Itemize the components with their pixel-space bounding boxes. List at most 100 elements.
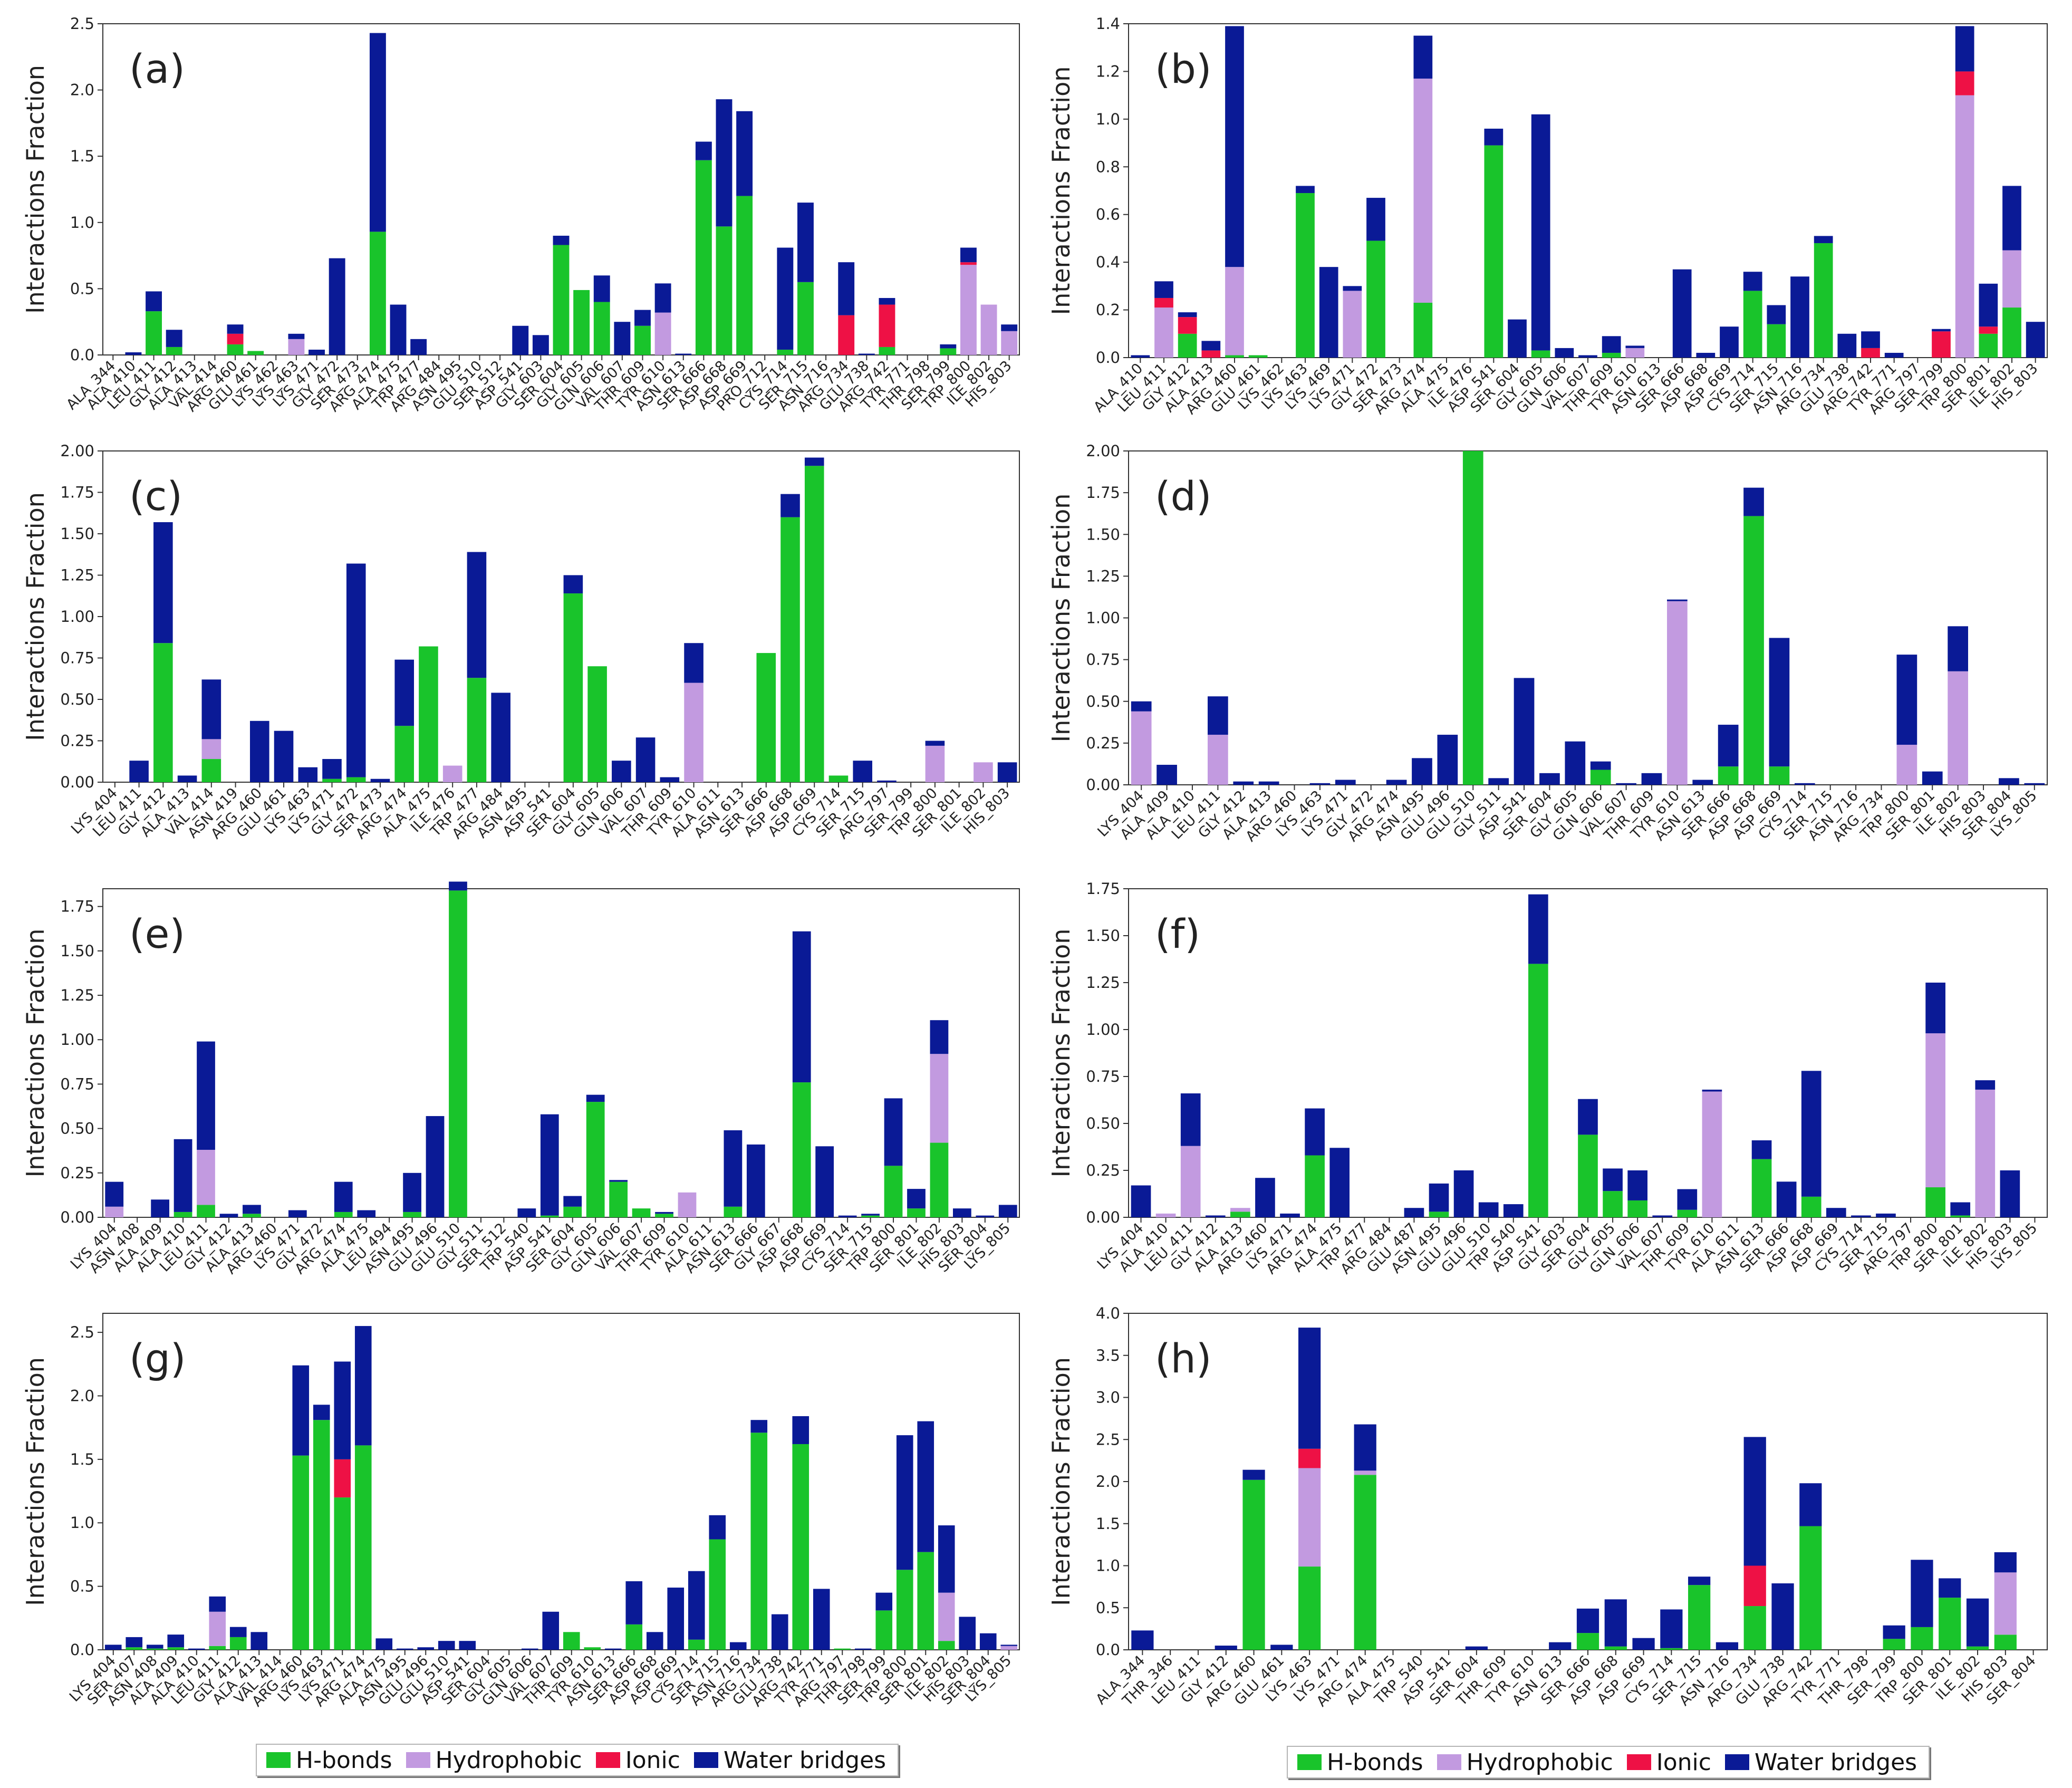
- y-tick-label-h-7: 3.5: [1096, 1347, 1120, 1364]
- bar-b-his_803-water-bridges: [2026, 322, 2045, 358]
- legend-label-hydrophobic: Hydrophobic: [1466, 1748, 1613, 1776]
- bar-h-ala_344-water-bridges: [1131, 1630, 1154, 1650]
- bar-b-ala_410-water-bridges: [1131, 355, 1150, 358]
- bar-a-arg_460-ionic: [227, 333, 244, 344]
- bar-f-asn_495-h-bonds: [1429, 1212, 1449, 1217]
- y-axis-label-d: Interactions Fraction: [1047, 494, 1075, 743]
- bar-e-trp_540-water-bridges: [517, 1208, 536, 1217]
- y-tick-label-b-0: 0.0: [1096, 349, 1120, 367]
- bar-b-ile_802-water-bridges: [2002, 186, 2021, 251]
- bar-f-gly_605-water-bridges: [1603, 1168, 1623, 1191]
- y-tick-label-f-7: 1.75: [1086, 880, 1120, 898]
- bar-e-ala_409-water-bridges: [151, 1199, 170, 1217]
- bar-a-lys_463-water-bridges: [288, 333, 305, 339]
- y-axis-label-e: Interactions Fraction: [21, 929, 50, 1178]
- bar-b-tyr_610-hydrophobic: [1625, 348, 1645, 358]
- legend-swatch-h-bonds: [1297, 1754, 1322, 1770]
- bar-h-asn_613-water-bridges: [1549, 1642, 1572, 1650]
- bar-a-asp_668-water-bridges: [716, 99, 733, 227]
- y-tick-label-b-3: 0.6: [1096, 206, 1120, 224]
- bar-c-arg_484-water-bridges: [491, 693, 510, 782]
- bar-f-tyr_610-water-bridges: [1702, 1089, 1722, 1092]
- bar-c-cys_714-h-bonds: [828, 775, 849, 782]
- bar-h-his_803-h-bonds: [1994, 1635, 2017, 1650]
- bar-h-asn_716-water-bridges: [1716, 1642, 1739, 1650]
- y-tick-label-b-1: 0.2: [1096, 301, 1120, 319]
- bar-b-cys_714-h-bonds: [1743, 291, 1762, 358]
- bar-g-lys_471-h-bonds: [334, 1497, 351, 1650]
- bar-b-asp_541-water-bridges: [1484, 128, 1504, 146]
- bar-a-arg_474-water-bridges: [369, 33, 386, 232]
- bar-h-asp_669-water-bridges: [1632, 1638, 1655, 1650]
- bar-f-cys_714-water-bridges: [1851, 1215, 1871, 1217]
- bar-d-asp_541-water-bridges: [1514, 678, 1535, 785]
- bar-e-ile_802-h-bonds: [930, 1142, 949, 1217]
- bar-a-tyr_610-hydrophobic: [654, 312, 671, 355]
- bar-h-arg_460-h-bonds: [1242, 1479, 1265, 1650]
- plot-frame-e: [102, 888, 1020, 1218]
- bar-b-lys_471-water-bridges: [1343, 286, 1362, 291]
- bar-b-asn_716-water-bridges: [1790, 276, 1809, 358]
- bar-f-lys_471-water-bridges: [1280, 1213, 1300, 1217]
- bar-e-tyr_610-hydrophobic: [678, 1192, 697, 1217]
- bar-d-ile_802-water-bridges: [1948, 626, 1968, 671]
- bar-f-ile_802-water-bridges: [1975, 1080, 1996, 1090]
- bar-f-asp_541-h-bonds: [1528, 964, 1548, 1217]
- bar-b-lys_471-hydrophobic: [1343, 291, 1362, 358]
- y-tick-label-f-4: 1.00: [1086, 1021, 1120, 1039]
- bar-h-arg_734-h-bonds: [1743, 1606, 1766, 1650]
- bar-e-trp_800-h-bonds: [884, 1166, 903, 1217]
- bar-b-gly_412-water-bridges: [1178, 312, 1197, 318]
- y-tick-label-b-4: 0.8: [1096, 158, 1120, 176]
- panel-d: 0.00 0.25 0.50 0.75 1.00 1.25 1.50 1.75 2.00 Inte…: [1047, 442, 2048, 845]
- bar-e-gly_412-water-bridges: [219, 1214, 238, 1217]
- y-tick-label-d-7: 1.75: [1086, 484, 1120, 502]
- bar-e-asp_668-h-bonds: [792, 1082, 811, 1217]
- bar-e-lys_471-water-bridges: [288, 1210, 307, 1217]
- bar-a-arg_742-h-bonds: [879, 347, 895, 355]
- bar-e-ser_801-water-bridges: [907, 1189, 926, 1209]
- bar-c-lys_463-water-bridges: [298, 767, 318, 782]
- bar-f-asp_669-water-bridges: [1826, 1208, 1846, 1217]
- y-tick-label-d-5: 1.25: [1086, 567, 1120, 585]
- bar-d-gln_606-water-bridges: [1590, 761, 1611, 770]
- bar-c-ser_666-h-bonds: [756, 653, 776, 782]
- bar-f-ala_410-hydrophobic: [1155, 1213, 1176, 1217]
- bar-e-ser_666-water-bridges: [746, 1144, 765, 1217]
- bar-d-glu_510-h-bonds: [1462, 451, 1483, 785]
- legend-swatch-water-bridges: [1724, 1754, 1749, 1770]
- legend-left: H-bonds Hydrophobic Ionic Water bridges: [256, 1744, 899, 1776]
- bar-e-gly_605-h-bonds: [586, 1102, 605, 1217]
- bar-a-arg_734-water-bridges: [838, 262, 855, 315]
- bar-g-glu_496-water-bridges: [417, 1647, 435, 1650]
- legend-swatch-ionic: [595, 1752, 620, 1768]
- bar-b-ile_802-h-bonds: [2002, 307, 2021, 358]
- bar-f-thr_609-water-bridges: [1677, 1189, 1698, 1210]
- bar-a-glu_461-h-bonds: [247, 351, 264, 355]
- y-axis-label-c: Interactions Fraction: [21, 492, 50, 741]
- bar-g-asp_669-water-bridges: [667, 1588, 685, 1650]
- bar-c-ile_476-hydrophobic: [442, 765, 462, 782]
- y-tick-label-e-7: 1.75: [60, 898, 94, 916]
- bar-a-gln_606-h-bonds: [593, 302, 610, 355]
- bar-e-asn_613-water-bridges: [724, 1130, 743, 1207]
- bar-d-ile_802-hydrophobic: [1948, 671, 1968, 785]
- bar-g-arg_797-h-bonds: [834, 1648, 851, 1650]
- y-tick-label-e-1: 0.25: [60, 1164, 94, 1182]
- bar-a-ser_715-h-bonds: [797, 282, 814, 355]
- legend-label-h-bonds: H-bonds: [1327, 1748, 1423, 1776]
- bar-a-ser_799-h-bonds: [940, 348, 957, 355]
- panel-label-f: (f): [1155, 910, 1200, 957]
- bar-h-his_803-hydrophobic: [1994, 1572, 2017, 1635]
- bar-d-lys_471-water-bridges: [1335, 780, 1356, 785]
- y-tick-label-d-4: 1.00: [1086, 609, 1120, 627]
- legend-label-h-bonds: H-bonds: [296, 1746, 392, 1774]
- bar-e-ser_604-water-bridges: [563, 1196, 582, 1207]
- bar-c-arg_460-water-bridges: [249, 720, 269, 782]
- bar-b-lys_463-h-bonds: [1296, 193, 1315, 358]
- y-tick-label-c-5: 1.25: [60, 566, 94, 584]
- legend-swatch-water-bridges: [693, 1752, 718, 1768]
- bar-b-lys_469-water-bridges: [1319, 267, 1338, 358]
- bar-h-arg_474-water-bridges: [1354, 1424, 1376, 1471]
